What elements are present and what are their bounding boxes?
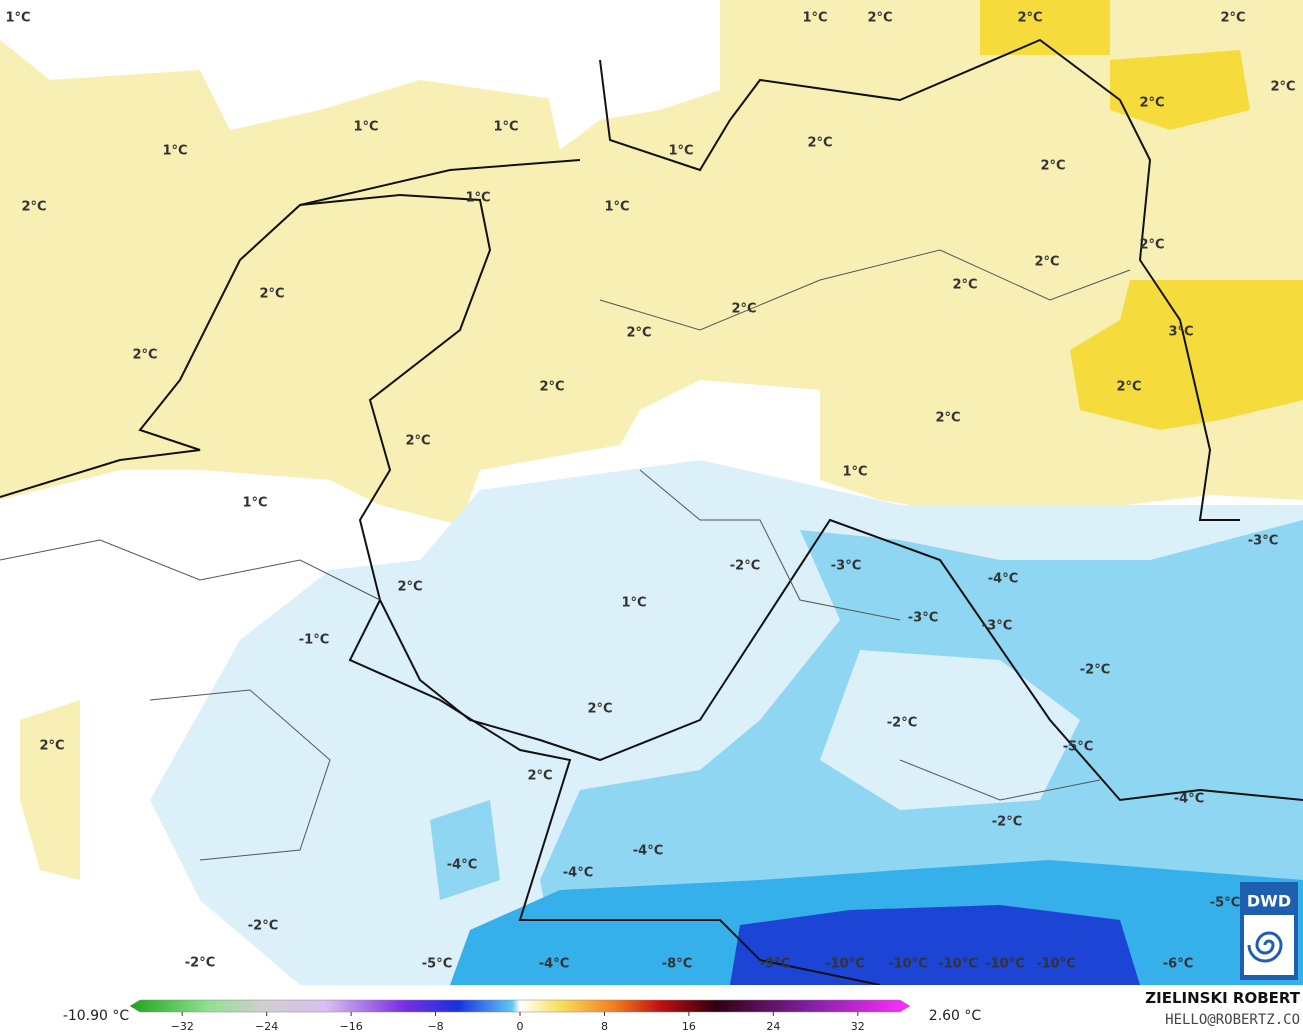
temperature-label: 2°C [1040, 159, 1065, 174]
temperature-label: -4°C [1174, 792, 1204, 807]
temperature-label: 1°C [493, 120, 518, 135]
temperature-label: 2°C [1116, 380, 1141, 395]
temperature-label: -5°C [422, 957, 452, 972]
temperature-label: 2°C [539, 380, 564, 395]
temperature-label: -4°C [988, 572, 1018, 587]
temperature-label: 2°C [1139, 96, 1164, 111]
temperature-label: 1°C [5, 11, 30, 26]
temperature-label: -10°C [938, 957, 978, 972]
temperature-label: 3°C [1168, 325, 1193, 340]
temperature-label: -10°C [888, 957, 928, 972]
colorbar-tick-label: −16 [340, 1020, 363, 1033]
colorbar-tick-label: −32 [171, 1020, 194, 1033]
temperature-label: 2°C [952, 278, 977, 293]
temperature-label: 2°C [1017, 11, 1042, 26]
temperature-label: 2°C [731, 302, 756, 317]
temperature-label: -10°C [985, 957, 1025, 972]
colorbar-tick-label: 32 [851, 1020, 865, 1033]
temperature-label: 2°C [587, 702, 612, 717]
temperature-label: -3°C [1248, 534, 1278, 549]
temperature-label: -4°C [563, 866, 593, 881]
temperature-label: -2°C [887, 716, 917, 731]
temperature-label: 1°C [668, 144, 693, 159]
temperature-label: 2°C [39, 739, 64, 754]
temperature-label: -6°C [1163, 957, 1193, 972]
cold-west [430, 800, 500, 900]
temperature-label: 2°C [21, 200, 46, 215]
max-label: 2.60 °C [929, 1008, 982, 1024]
temperature-label: 2°C [626, 326, 651, 341]
temperature-label: -4°C [633, 844, 663, 859]
coldest-band [730, 905, 1140, 985]
borders [0, 38, 1303, 986]
contact: HELLO@ROBERTZ.CO [1165, 1012, 1300, 1028]
temperature-label: 2°C [935, 411, 960, 426]
cold-gap [820, 650, 1080, 810]
bright-warm [1110, 50, 1250, 130]
temperature-label: -2°C [185, 956, 215, 971]
temperature-label: 1°C [465, 191, 490, 206]
temperature-labels: 1°C 1°C 2°C 2°C 2°C 2°C 2°C 1°C 1°C 1°C 1°C 2°C 2°C 1… [5, 11, 1295, 972]
temperature-label: 2°C [132, 348, 157, 363]
temperature-label: -4°C [447, 858, 477, 873]
warm-west [20, 700, 80, 880]
colorbar-tick-label: 8 [601, 1020, 608, 1033]
regional-borders [0, 249, 1131, 861]
colorbar [129, 999, 911, 1013]
temperature-label: -3°C [831, 559, 861, 574]
temperature-label: -9°C [760, 957, 790, 972]
temperature-label: -10°C [1036, 957, 1076, 972]
temperature-label: -2°C [992, 815, 1022, 830]
temperature-label: -10°C [825, 957, 865, 972]
logo-text: DWD [1247, 892, 1291, 911]
min-label: -10.90 °C [63, 1008, 130, 1024]
temperature-label: 2°C [259, 287, 284, 302]
temperature-label: 1°C [604, 200, 629, 215]
temperature-label: 2°C [1034, 255, 1059, 270]
temperature-label: 1°C [162, 144, 187, 159]
colorbar-tick-label: 0 [517, 1020, 524, 1033]
temperature-label: 2°C [807, 136, 832, 151]
temperature-label: -5°C [1210, 896, 1240, 911]
temperature-label: -4°C [539, 957, 569, 972]
temperature-label: -2°C [730, 559, 760, 574]
temperature-label: -1°C [299, 633, 329, 648]
colorbar-tick-label: −24 [255, 1020, 278, 1033]
temperature-label: -5°C [1063, 740, 1093, 755]
cold-gap [520, 0, 720, 150]
bright-warm [980, 0, 1110, 55]
warm-region [0, 0, 1303, 525]
colorbar-tick-label: −8 [427, 1020, 443, 1033]
temperature-label: 2°C [1220, 11, 1245, 26]
bright-warm [1070, 280, 1303, 430]
map-area [0, 0, 1303, 986]
logo-inner [1244, 915, 1294, 975]
temperature-label: 1°C [842, 465, 867, 480]
credit: ZIELINSKI ROBERT [1145, 989, 1300, 1007]
temperature-label: 2°C [397, 580, 422, 595]
colorbar-tick-label: 24 [766, 1020, 780, 1033]
colorbar-tick-label: 16 [682, 1020, 696, 1033]
temperature-label: -2°C [1080, 663, 1110, 678]
temperature-label: 2°C [1139, 238, 1164, 253]
temperature-label: 2°C [405, 434, 430, 449]
temperature-label: 1°C [802, 11, 827, 26]
temperature-label: 1°C [242, 496, 267, 511]
colorbar-ticks: −32 −24 −16 −8 0 8 16 24 32 [171, 1012, 865, 1033]
temperature-label: -2°C [248, 919, 278, 934]
temperature-label: 2°C [1270, 80, 1295, 95]
temperature-label: -3°C [908, 611, 938, 626]
temperature-label: -8°C [662, 957, 692, 972]
temperature-label: 2°C [867, 11, 892, 26]
temperature-label: 2°C [527, 769, 552, 784]
dwd-logo: DWD [1240, 882, 1298, 980]
temperature-label: 1°C [353, 120, 378, 135]
logo-swirl [1247, 931, 1283, 963]
temperature-label: -3°C [982, 619, 1012, 634]
temperature-label: 1°C [621, 596, 646, 611]
